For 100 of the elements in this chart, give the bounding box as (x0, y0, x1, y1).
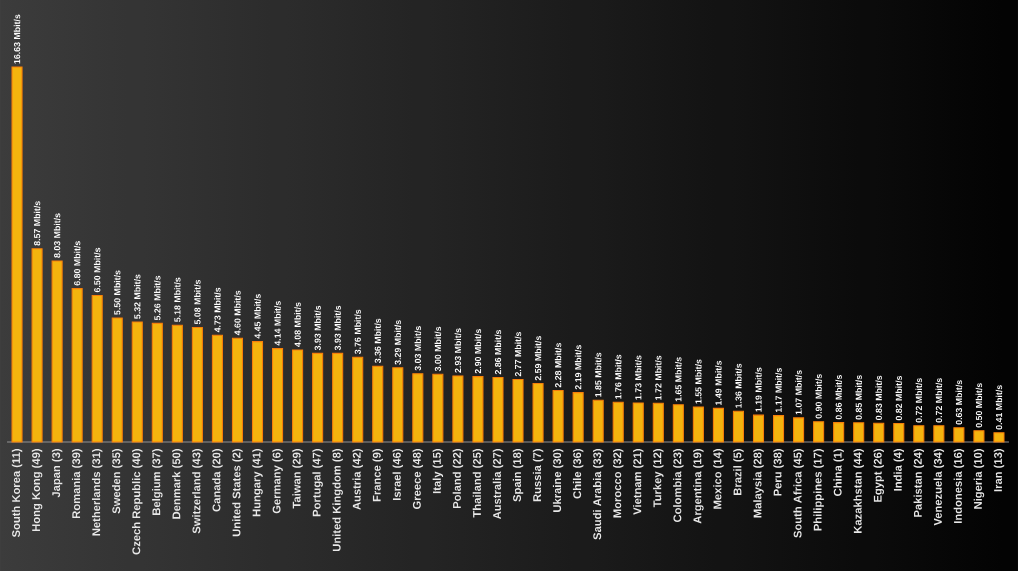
x-tick-label: Denmark (50) (172, 449, 183, 519)
bar (933, 425, 945, 443)
x-tick-label: France (9) (372, 449, 383, 502)
data-label: 3.93 Mbit/s (334, 305, 341, 351)
bar (11, 66, 23, 443)
x-tick-label: Hungary (41) (252, 449, 263, 517)
data-label: 1.76 Mbit/s (614, 354, 622, 399)
bar (973, 430, 985, 443)
bar (953, 427, 965, 443)
bar (532, 383, 544, 443)
bar (552, 390, 564, 443)
x-tick-label: Nigeria (10) (973, 449, 985, 509)
data-label: 16.63 Mbit/s (13, 14, 21, 64)
data-label: 4.45 Mbit/s (254, 294, 261, 339)
x-tick-label: Hong Kong (49) (31, 448, 43, 532)
bar (272, 348, 284, 443)
data-label: 2.86 Mbit/s (494, 329, 502, 375)
data-label: 2.90 Mbit/s (474, 329, 482, 374)
bar (231, 337, 244, 443)
data-label: 1.65 Mbit/s (675, 357, 682, 402)
bar (793, 417, 805, 443)
bar (512, 378, 524, 443)
x-tick-label: Pakistan (24) (913, 449, 925, 517)
bar (572, 392, 584, 443)
data-label: 1.49 Mbit/s (715, 360, 722, 405)
data-label: 1.07 Mbit/s (795, 370, 802, 415)
data-label: 5.26 Mbit/s (154, 275, 161, 321)
bar (412, 373, 424, 443)
data-label: 3.03 Mbit/s (414, 326, 422, 371)
bar (211, 334, 223, 443)
x-tick-label: Greece (48) (412, 449, 424, 509)
data-label: 5.32 Mbit/s (133, 274, 141, 319)
bar (712, 407, 724, 443)
data-label: 0.41 Mbit/s (995, 385, 1003, 430)
bar (592, 399, 604, 443)
data-label: 6.50 Mbit/s (93, 247, 101, 293)
data-label: 4.14 Mbit/s (274, 301, 281, 346)
bar (372, 365, 384, 443)
bar (632, 402, 644, 443)
data-label: 3.29 Mbit/s (394, 320, 402, 365)
bar (191, 326, 203, 443)
bar (352, 356, 364, 443)
x-tick-label: Russia (7) (532, 449, 544, 502)
data-label: 8.57 Mbit/s (33, 201, 41, 246)
data-label: 1.19 Mbit/s (755, 367, 762, 412)
data-label: 5.08 Mbit/s (194, 279, 201, 325)
x-tick-label: Venezuela (34) (933, 449, 945, 526)
data-label: 0.50 Mbit/s (975, 383, 983, 428)
bar (993, 432, 1005, 443)
x-tick-label: Canada (20) (212, 449, 223, 512)
data-label: 4.60 Mbit/s (234, 290, 241, 336)
x-tick-label: Morocco (32) (613, 449, 624, 518)
x-tick-label: Saudi Arabia (33) (592, 449, 604, 540)
data-label: 5.18 Mbit/s (174, 277, 181, 322)
x-tick-label: Taiwan (29) (292, 448, 303, 509)
x-tick-label: Portugal (47) (312, 448, 323, 517)
bar (913, 425, 925, 443)
data-label: 2.77 Mbit/s (514, 331, 522, 377)
data-label: 1.73 Mbit/s (634, 355, 642, 400)
data-label: 0.83 Mbit/s (875, 375, 882, 420)
x-tick-label: Poland (22) (452, 448, 464, 509)
bar (332, 352, 344, 443)
bar (853, 422, 865, 443)
data-label: 2.93 Mbit/s (454, 328, 462, 373)
data-label: 5.50 Mbit/s (113, 270, 121, 315)
x-tick-label: South Africa (45) (793, 449, 804, 538)
bar (452, 375, 464, 443)
data-label: 0.86 Mbit/s (835, 375, 842, 420)
data-label: 0.72 Mbit/s (915, 378, 923, 423)
bar (833, 422, 845, 443)
bar (772, 415, 785, 443)
data-label: 0.90 Mbit/s (815, 374, 822, 419)
x-tick-label: Ukraine (30) (552, 449, 564, 512)
bar (251, 341, 264, 443)
x-tick-label: India (4) (893, 448, 904, 491)
bar (893, 422, 905, 443)
bar (31, 248, 43, 443)
x-tick-label: Iran (13) (993, 449, 1005, 492)
x-tick-label: Malaysia (28) (753, 449, 764, 518)
x-tick-label: Austria (42) (352, 449, 363, 510)
data-label: 3.93 Mbit/s (314, 305, 321, 351)
data-label: 1.85 Mbit/s (594, 352, 602, 397)
bar (432, 373, 444, 443)
x-tick-label: Spain (18) (512, 448, 524, 502)
x-tick-label: Japan (3) (51, 449, 63, 498)
data-label: 0.85 Mbit/s (855, 375, 862, 420)
data-label: 4.73 Mbit/s (214, 287, 221, 333)
data-label: 2.19 Mbit/s (574, 345, 582, 390)
x-tick-label: Romania (39) (71, 449, 83, 519)
x-tick-label: Argentina (19) (693, 449, 704, 524)
bar (131, 321, 143, 443)
x-tick-label: Thailand (25) (472, 448, 484, 518)
x-tick-label: Australia (27) (492, 449, 504, 520)
bar (612, 401, 624, 443)
bar (91, 294, 103, 443)
bar (472, 376, 484, 443)
data-label: 8.03 Mbit/s (53, 213, 61, 258)
bar (672, 404, 684, 443)
bar (312, 352, 324, 443)
data-label: 3.76 Mbit/s (354, 309, 361, 355)
